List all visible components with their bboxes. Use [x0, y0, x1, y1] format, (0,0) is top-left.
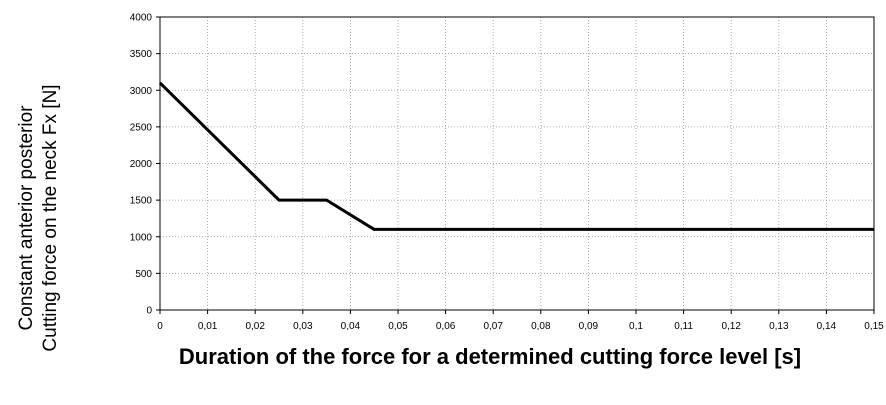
y-axis-ticks: 0 500 1000 1500 2000 2500 3000 3500 4000 [130, 13, 160, 317]
x-tick-label: 0,04 [341, 321, 361, 332]
x-tick-label: 0,09 [579, 321, 599, 332]
x-tick-label: 0,07 [483, 321, 503, 332]
grid-lines [160, 17, 874, 310]
y-axis-label: Constant anterior posterior Cutting forc… [16, 84, 61, 351]
x-axis-label: Duration of the force for a determined c… [179, 344, 801, 369]
x-tick-label: 0,01 [198, 321, 218, 332]
x-tick-label: 0 [157, 321, 163, 332]
y-axis-label-line-1: Constant anterior posterior [16, 105, 37, 331]
y-tick-label: 1500 [130, 196, 153, 207]
y-tick-label: 2000 [130, 159, 153, 170]
y-tick-label: 3000 [130, 86, 153, 97]
x-tick-label: 0,05 [388, 321, 408, 332]
x-tick-label: 0,11 [674, 321, 693, 332]
x-tick-label: 0,1 [629, 321, 643, 332]
x-tick-label: 0,12 [721, 321, 741, 332]
x-tick-label: 0,08 [531, 321, 551, 332]
y-axis-label-line-2: Cutting force on the neck Fx [N] [40, 84, 61, 351]
series-group [158, 81, 875, 231]
y-tick-label: 0 [146, 306, 152, 317]
y-tick-label: 4000 [130, 13, 153, 24]
y-tick-label: 2500 [130, 122, 153, 133]
y-tick-label: 3500 [130, 49, 153, 60]
y-tick-label: 500 [135, 269, 152, 280]
x-tick-label: 0,14 [817, 321, 837, 332]
x-tick-label: 0,13 [769, 321, 789, 332]
x-tick-label: 0,15 [864, 321, 884, 332]
y-tick-label: 1000 [130, 232, 153, 243]
x-tick-label: 0,06 [436, 321, 456, 332]
x-tick-label: 0,03 [293, 321, 313, 332]
x-tick-label: 0,02 [245, 321, 265, 332]
x-axis-ticks: 0 0,01 0,02 0,03 0,04 0,05 0,06 0,07 0,08 0,09 0,1… [157, 310, 884, 332]
